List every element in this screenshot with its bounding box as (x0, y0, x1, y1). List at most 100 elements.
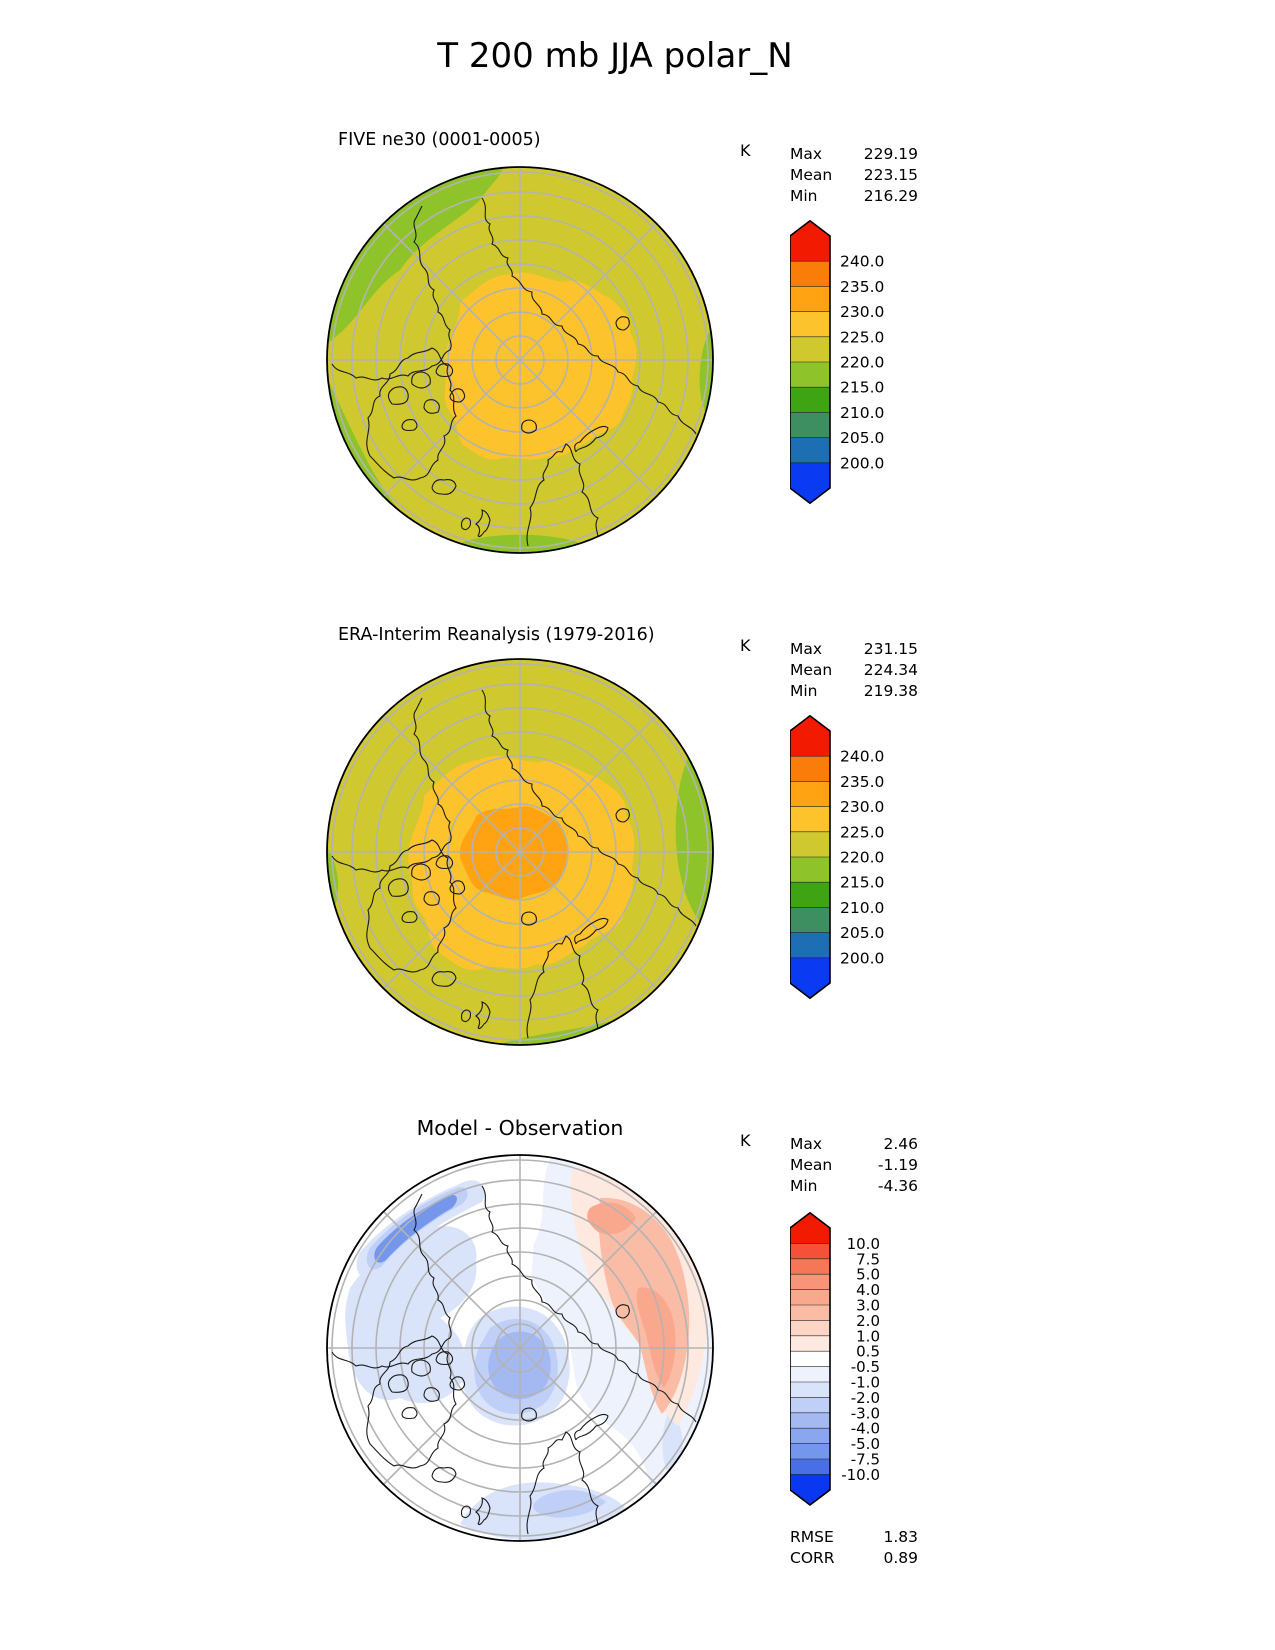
colorbar-top-arrow (790, 715, 830, 731)
colorbar-segment (790, 1258, 830, 1275)
colorbar-tick-label: 10.0 (847, 1235, 880, 1253)
colorbar-segment (790, 286, 830, 313)
colorbar-tick-label: -10.0 (841, 1466, 880, 1484)
map1-green-band-nw (328, 168, 503, 343)
stat-min-row: Min 219.38 (790, 681, 918, 702)
colorbar-tick-label: 220.0 (840, 354, 884, 372)
colorbar-tick-label: 205.0 (840, 429, 884, 447)
colorbar-segment (790, 437, 830, 464)
colorbar-tick-label: 210.0 (840, 899, 884, 917)
map2-green-band-s (500, 1020, 615, 1045)
stat-mean-value: -1.19 (877, 1156, 918, 1174)
colorbar-segment (790, 362, 830, 388)
colorbar-segment (790, 236, 830, 262)
panel3-unit-label: K (740, 1131, 751, 1150)
stat-max-value: 2.46 (883, 1135, 918, 1153)
colorbar-segment (790, 1428, 830, 1445)
map2-orange-core (459, 806, 568, 900)
stat-min-row: Min -4.36 (790, 1176, 918, 1197)
figure-title: T 200 mb JJA polar_N (437, 36, 793, 76)
colorbar-segment (790, 1320, 830, 1337)
map3-red-core-n (587, 1202, 636, 1235)
colorbar-tick-label: 200.0 (840, 454, 884, 472)
stat-max-row: Max 2.46 (790, 1134, 918, 1155)
colorbar-tick-label: 240.0 (840, 253, 884, 271)
stat-min-label: Min (790, 1177, 818, 1195)
stat-mean-row: Mean 224.34 (790, 660, 918, 681)
colorbar-segment (790, 756, 830, 782)
panel1-stats: Max 229.19 Mean 223.15 Min 216.29 (790, 144, 918, 207)
colorbar-outline (790, 220, 831, 505)
colorbar-segment (790, 1397, 830, 1414)
stat-min-row: Min 216.29 (790, 186, 918, 207)
colorbar-tick-label: -4.0 (851, 1420, 880, 1438)
stat-mean-label: Mean (790, 166, 833, 184)
colorbar-outline (790, 715, 831, 1000)
colorbar-tick-label: 215.0 (840, 874, 884, 892)
stat-rmse-value: 1.83 (883, 1528, 918, 1546)
colorbar-tick-label: 3.0 (856, 1297, 880, 1315)
stat-corr-row: CORR 0.89 (790, 1548, 918, 1569)
stat-max-label: Max (790, 640, 823, 658)
colorbar-tick-label: 210.0 (840, 404, 884, 422)
map-observation (326, 658, 714, 1046)
colorbar-tick-label: 235.0 (840, 278, 884, 296)
colorbar-segment (790, 1474, 830, 1491)
colorbar-tick-label: -7.5 (851, 1451, 880, 1469)
colorbar-tick-label: 200.0 (840, 949, 884, 967)
panel2-subtitle: ERA-Interim Reanalysis (1979-2016) (338, 625, 655, 645)
colorbar-tick-label: -3.0 (851, 1404, 880, 1422)
colorbar-bottom-arrow (790, 488, 830, 504)
colorbar-tick-label: 230.0 (840, 798, 884, 816)
colorbar-model: 240.0 235.0 230.0 225.0 220.0 215.0 210.0 205.0… (790, 220, 884, 505)
colorbar-top-arrow (790, 220, 830, 236)
stat-max-label: Max (790, 1135, 823, 1153)
colorbar-segment (790, 957, 830, 984)
colorbar-tick-label: -5.0 (851, 1435, 880, 1453)
colorbar-top-arrow (790, 1212, 830, 1228)
panel3-skill-scores: RMSE 1.83 CORR 0.89 (790, 1527, 918, 1569)
stat-min-label: Min (790, 187, 818, 205)
map1-green-band-e (699, 330, 713, 412)
stat-rmse-row: RMSE 1.83 (790, 1527, 918, 1548)
panel2-stats: Max 231.15 Mean 224.34 Min 219.38 (790, 639, 918, 702)
colorbar-segment (790, 932, 830, 959)
colorbar-bottom-arrow (790, 983, 830, 999)
colorbar-segment (790, 1243, 830, 1260)
colorbar-outline (790, 1212, 831, 1507)
colorbar-segment (790, 1274, 830, 1291)
colorbar-tick-label: -0.5 (851, 1358, 880, 1376)
stat-rmse-label: RMSE (790, 1528, 834, 1546)
stat-min-label: Min (790, 682, 818, 700)
colorbar-tick-label: 2.0 (856, 1312, 880, 1330)
colorbar-segment (790, 412, 830, 439)
colorbar-segment (790, 1228, 830, 1244)
colorbar-tick-label: 205.0 (840, 924, 884, 942)
stat-max-value: 231.15 (863, 640, 918, 658)
colorbar-tick-label: 7.5 (856, 1250, 880, 1268)
colorbar-difference: 10.07.55.04.03.02.01.00.5-0.5-1.0-2.0-3.… (790, 1212, 880, 1507)
colorbar-tick-label: -2.0 (851, 1389, 880, 1407)
colorbar-segment (790, 731, 830, 757)
panel3-stats: Max 2.46 Mean -1.19 Min -4.36 (790, 1134, 918, 1197)
map1-amber-lobe (444, 272, 637, 460)
colorbar-segment (790, 781, 830, 808)
colorbar-segment (790, 1382, 830, 1398)
panel2-unit-label: K (740, 636, 751, 655)
colorbar-tick-label: 5.0 (856, 1266, 880, 1284)
stat-corr-value: 0.89 (883, 1549, 918, 1567)
colorbar-segment (790, 1289, 830, 1306)
colorbar-tick-label: 215.0 (840, 379, 884, 397)
stat-mean-label: Mean (790, 661, 833, 679)
colorbar-tick-label: 230.0 (840, 303, 884, 321)
map2-boundary (326, 658, 714, 1046)
colorbar-tick-label: 4.0 (856, 1281, 880, 1299)
stat-min-value: 216.29 (863, 187, 918, 205)
colorbar-tick-label: 240.0 (840, 748, 884, 766)
stat-mean-label: Mean (790, 1156, 833, 1174)
colorbar-segment (790, 387, 830, 413)
colorbar-segment (790, 1305, 830, 1321)
stat-max-row: Max 229.19 (790, 144, 918, 165)
map3-blue3-south-patch (533, 1490, 606, 1518)
panel1-subtitle: FIVE ne30 (0001-0005) (338, 130, 541, 150)
